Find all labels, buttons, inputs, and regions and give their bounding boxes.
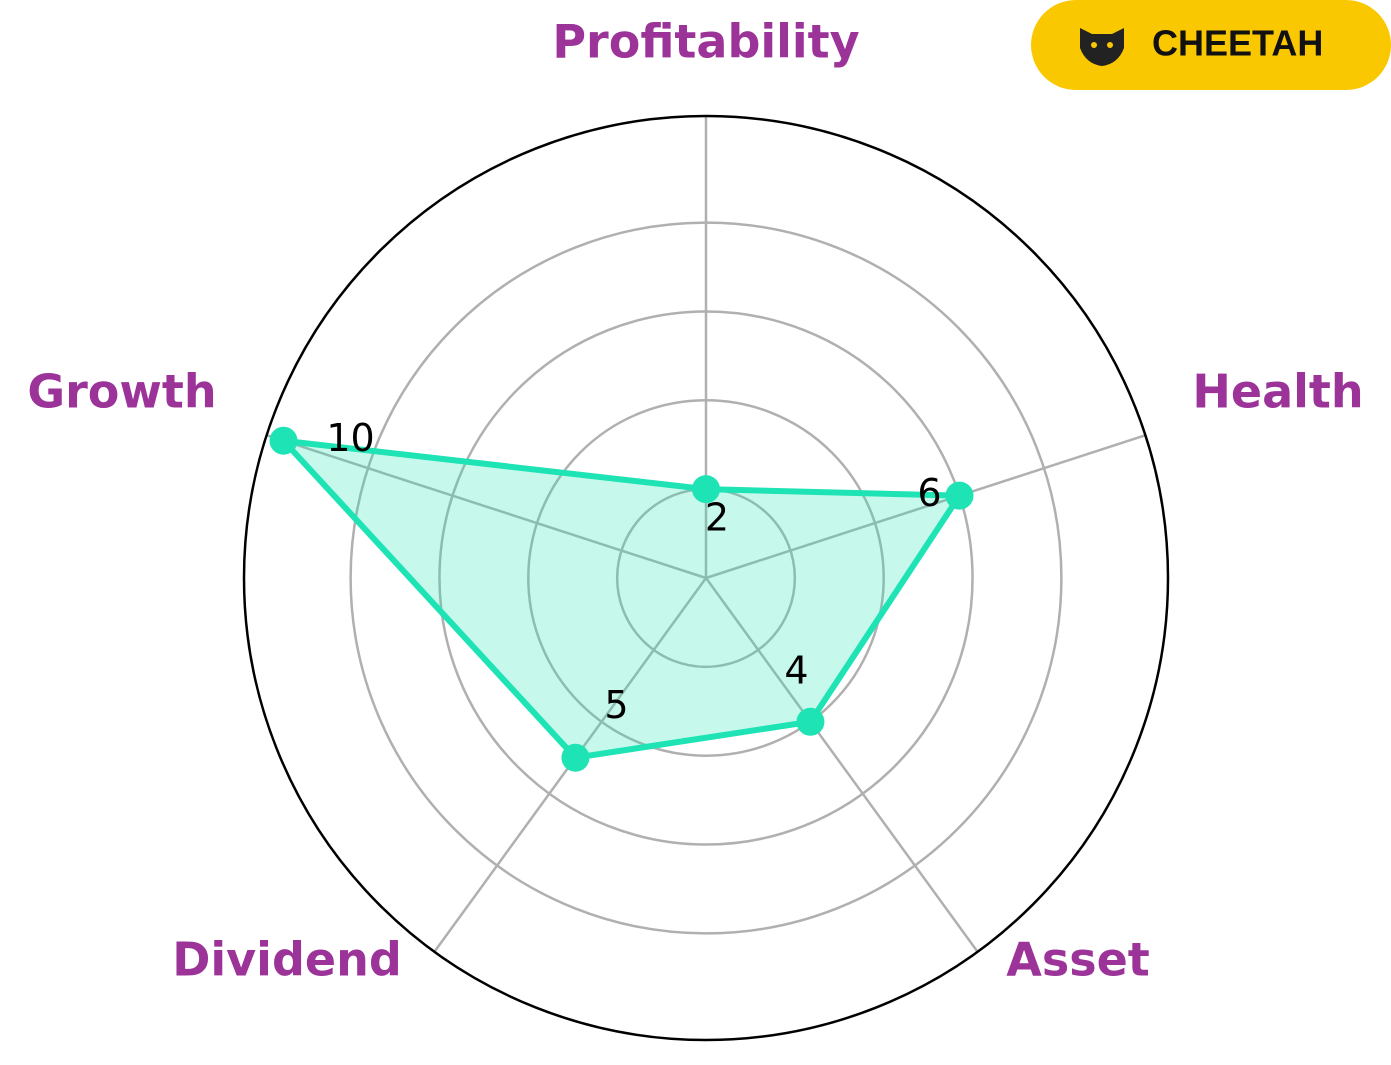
radar-point [561, 743, 590, 772]
radar-area [283, 440, 960, 758]
category-label: Dividend [172, 933, 402, 987]
spoke [705, 434, 1146, 580]
radar-point [692, 475, 720, 504]
cheetah-icon [1080, 28, 1124, 66]
category-label: Profitability [552, 15, 859, 69]
value-label: 5 [604, 683, 628, 727]
radar-point [945, 481, 974, 510]
badge: CHEETAH [1031, 0, 1391, 90]
value-label: 4 [784, 648, 808, 692]
badge-bg [1031, 0, 1391, 90]
spoke [704, 577, 979, 953]
value-label: 10 [326, 416, 374, 460]
radar-point [796, 707, 825, 736]
category-label: Growth [27, 365, 216, 419]
radar-line [280, 437, 963, 761]
radar-point [269, 426, 298, 455]
outer-frame [242, 114, 1170, 1042]
spoke [266, 434, 707, 580]
category-label: Asset [1006, 933, 1150, 987]
badge-label: CHEETAH [1152, 23, 1323, 64]
category-label: Health [1192, 365, 1363, 419]
value-label: 6 [917, 471, 941, 515]
value-label: 2 [705, 496, 729, 540]
